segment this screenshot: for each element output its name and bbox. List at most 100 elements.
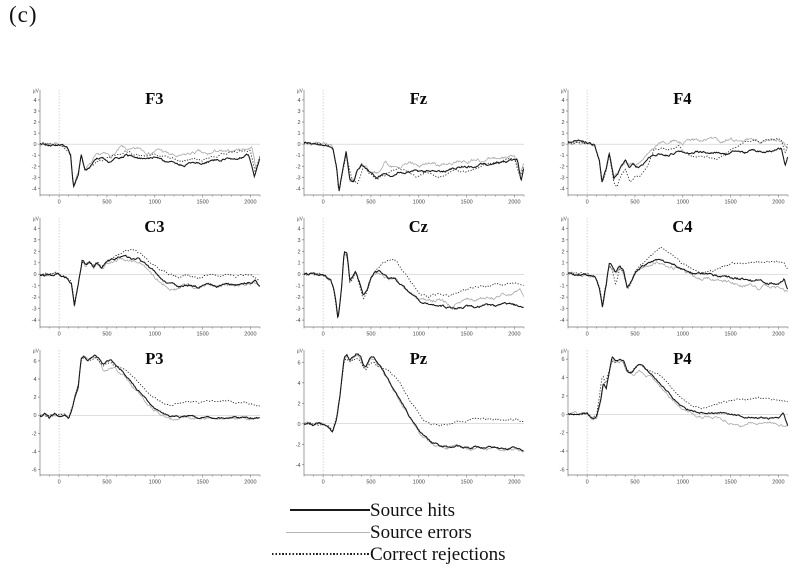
y-axis-unit-label: µV xyxy=(297,349,304,355)
svg-text:2000: 2000 xyxy=(772,480,784,486)
axes xyxy=(303,350,524,476)
svg-text:-1: -1 xyxy=(32,284,37,290)
svg-text:0: 0 xyxy=(561,412,564,418)
series-hits-path xyxy=(40,354,260,420)
plot-P4: 6 4 2 0 -2 -4 -6 µV 0 500 1000 1500 2000 P4 xyxy=(560,349,789,486)
svg-text:3: 3 xyxy=(297,238,300,244)
series-group xyxy=(304,141,524,192)
svg-text:-2: -2 xyxy=(296,442,301,448)
series-errors-path xyxy=(40,257,260,307)
legend-sample-wrap xyxy=(268,553,370,555)
series-group xyxy=(568,246,788,308)
svg-text:2000: 2000 xyxy=(508,200,520,206)
svg-text:4: 4 xyxy=(561,226,564,232)
svg-text:-2: -2 xyxy=(296,164,301,170)
svg-text:500: 500 xyxy=(630,480,639,486)
plot-Pz: 6 4 2 0 -2 -4 µV 0 500 1000 1500 2000 Pz xyxy=(296,349,525,486)
plot-Cz: 4 3 2 1 0 -1 -2 -3 -4 µV 0 500 1000 1500 2000 Cz xyxy=(296,217,525,338)
svg-text:1500: 1500 xyxy=(196,332,208,338)
plot-title: Fz xyxy=(410,89,427,108)
svg-text:1000: 1000 xyxy=(149,200,161,206)
svg-text:-4: -4 xyxy=(296,318,301,324)
series-hits-path xyxy=(304,251,524,319)
svg-text:2: 2 xyxy=(297,120,300,126)
svg-text:1000: 1000 xyxy=(677,480,689,486)
legend-sample-wrap xyxy=(268,509,370,511)
x-axis-ticks: 0 500 1000 1500 2000 xyxy=(567,327,789,338)
y-axis-unit-label: µV xyxy=(33,89,40,95)
series-group xyxy=(568,356,788,428)
series-hits-path xyxy=(568,139,788,183)
y-axis-unit-label: µV xyxy=(33,349,40,355)
dotted-line-sample xyxy=(272,553,370,555)
svg-text:1000: 1000 xyxy=(413,200,425,206)
legend-label-source-errors: Source errors xyxy=(370,521,472,543)
svg-text:500: 500 xyxy=(630,332,639,338)
svg-text:500: 500 xyxy=(366,200,375,206)
svg-text:-4: -4 xyxy=(32,449,37,455)
series-group xyxy=(40,248,260,307)
svg-text:500: 500 xyxy=(366,480,375,486)
svg-text:2000: 2000 xyxy=(508,480,520,486)
svg-text:500: 500 xyxy=(102,200,111,206)
svg-text:-2: -2 xyxy=(32,295,37,301)
svg-text:-4: -4 xyxy=(560,318,565,324)
svg-text:-1: -1 xyxy=(296,284,301,290)
x-axis-ticks: 0 500 1000 1500 2000 xyxy=(39,327,261,338)
svg-text:1: 1 xyxy=(297,261,300,267)
svg-text:-2: -2 xyxy=(32,164,37,170)
series-rejections-path xyxy=(40,248,260,304)
svg-text:2: 2 xyxy=(33,395,36,401)
x-axis-ticks: 0 500 1000 1500 2000 xyxy=(303,475,525,486)
svg-text:500: 500 xyxy=(102,480,111,486)
svg-text:-4: -4 xyxy=(32,186,37,192)
svg-text:0: 0 xyxy=(586,200,589,206)
svg-text:-2: -2 xyxy=(560,164,565,170)
svg-text:0: 0 xyxy=(33,413,36,419)
svg-text:1: 1 xyxy=(33,261,36,267)
svg-text:-4: -4 xyxy=(296,463,301,469)
x-axis-ticks: 0 500 1000 1500 2000 xyxy=(303,327,525,338)
x-axis-ticks: 0 500 1000 1500 2000 xyxy=(303,195,525,206)
svg-text:500: 500 xyxy=(102,332,111,338)
svg-text:2: 2 xyxy=(33,120,36,126)
svg-text:2000: 2000 xyxy=(244,480,256,486)
svg-text:-2: -2 xyxy=(560,295,565,301)
svg-text:1: 1 xyxy=(561,261,564,267)
svg-text:-6: -6 xyxy=(560,467,565,473)
series-rejections-path xyxy=(40,142,260,187)
svg-text:6: 6 xyxy=(33,359,36,365)
plot-Fz: 4 3 2 1 0 -1 -2 -3 -4 µV 0 500 1000 1500 2000 Fz xyxy=(296,89,525,206)
series-errors-path xyxy=(304,354,524,453)
svg-text:-1: -1 xyxy=(296,153,301,159)
svg-text:2000: 2000 xyxy=(508,332,520,338)
svg-text:1500: 1500 xyxy=(724,200,736,206)
svg-text:-6: -6 xyxy=(32,468,37,474)
series-hits-path xyxy=(40,254,260,306)
svg-text:2: 2 xyxy=(33,249,36,255)
series-errors-path xyxy=(568,359,788,428)
svg-text:1000: 1000 xyxy=(677,332,689,338)
svg-text:2000: 2000 xyxy=(244,200,256,206)
svg-text:0: 0 xyxy=(297,422,300,428)
svg-text:1500: 1500 xyxy=(460,480,472,486)
series-rejections-path xyxy=(304,251,524,319)
svg-text:1500: 1500 xyxy=(196,480,208,486)
svg-text:1000: 1000 xyxy=(149,480,161,486)
svg-text:0: 0 xyxy=(586,480,589,486)
svg-text:1000: 1000 xyxy=(413,332,425,338)
plot-C3: 4 3 2 1 0 -1 -2 -3 -4 µV 0 500 1000 1500 2000 C3 xyxy=(32,217,261,338)
svg-text:1000: 1000 xyxy=(413,480,425,486)
series-group xyxy=(40,354,260,421)
svg-text:2000: 2000 xyxy=(772,200,784,206)
y-axis-ticks: 6 4 2 0 -2 -4 -6 xyxy=(560,357,568,473)
legend: Source hits Source errors Correct reject… xyxy=(268,499,506,565)
svg-text:0: 0 xyxy=(322,480,325,486)
axes xyxy=(567,350,788,476)
svg-text:1000: 1000 xyxy=(149,332,161,338)
legend-sample-wrap xyxy=(268,531,370,533)
plot-P3: 6 4 2 0 -2 -4 -6 µV 0 500 1000 1500 2000 P3 xyxy=(32,349,261,486)
y-axis-unit-label: µV xyxy=(33,217,40,223)
svg-text:0: 0 xyxy=(297,272,300,278)
y-axis-unit-label: µV xyxy=(297,89,304,95)
